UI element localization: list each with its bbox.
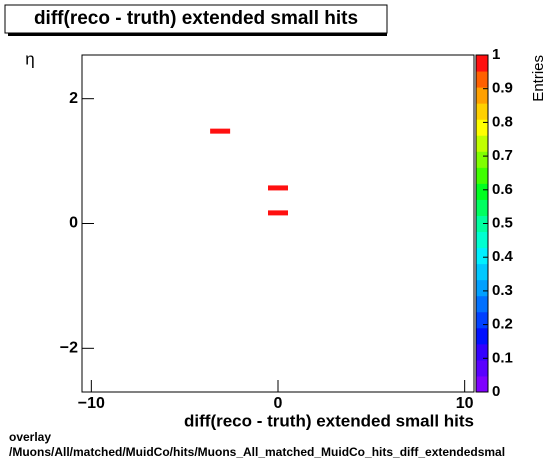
colorbar-band — [476, 327, 488, 345]
cell — [268, 210, 288, 216]
colorbar-band — [476, 343, 488, 361]
colorbar-band — [476, 135, 488, 152]
z-tick-label: 0.9 — [492, 80, 513, 97]
colorbar-band — [476, 87, 488, 104]
y-tick-label: −2 — [60, 340, 78, 357]
colorbar-band — [476, 375, 488, 393]
colorbar-band — [476, 151, 488, 168]
colorbar-band — [476, 263, 488, 281]
colorbar-band — [476, 71, 488, 88]
colorbar-band — [476, 311, 488, 329]
colorbar-band — [476, 231, 488, 249]
title-shadow — [8, 33, 387, 36]
z-tick-label: 0.2 — [492, 316, 513, 333]
z-tick-label: 1 — [492, 46, 500, 63]
y-tick-label: 2 — [69, 90, 78, 107]
colorbar-band — [476, 167, 488, 184]
z-tick-label: 0 — [492, 383, 500, 400]
colorbar-band — [476, 199, 488, 216]
colorbar-band — [476, 55, 488, 72]
colorbar-band — [476, 183, 488, 200]
z-tick-label: 0.1 — [492, 349, 513, 366]
z-tick-label: 0.4 — [492, 248, 514, 265]
footer-line: /Muons/All/matched/MuidCo/hits/Muons_All… — [9, 445, 505, 459]
colorbar-band — [476, 359, 488, 377]
colorbar-band — [476, 103, 488, 120]
z-axis-label: Entries — [530, 55, 546, 102]
footer-line: overlay — [9, 430, 51, 444]
chart-title: diff(reco - truth) extended small hits — [34, 8, 358, 29]
cell — [210, 128, 231, 134]
z-tick-label: 0.5 — [492, 214, 513, 231]
x-axis-label: diff(reco - truth) extended small hits — [184, 411, 474, 430]
z-tick-label: 0.6 — [492, 181, 513, 198]
title-box — [4, 4, 388, 34]
z-tick-label: 0.7 — [492, 147, 513, 164]
colorbar-band — [476, 215, 488, 233]
y-axis-label: η — [25, 49, 34, 68]
x-tick-label: 0 — [274, 395, 283, 412]
colorbar-band — [476, 279, 488, 297]
z-tick-label: 0.3 — [492, 282, 513, 299]
y-tick-label: 0 — [69, 215, 78, 232]
cell — [268, 185, 288, 191]
z-tick-label: 0.8 — [492, 113, 513, 130]
colorbar-band — [476, 295, 488, 313]
colorbar-band — [476, 247, 488, 265]
plot-frame — [81, 54, 475, 393]
x-tick-label: −10 — [78, 395, 105, 412]
x-tick-label: 10 — [456, 395, 474, 412]
colorbar-band — [476, 119, 488, 136]
